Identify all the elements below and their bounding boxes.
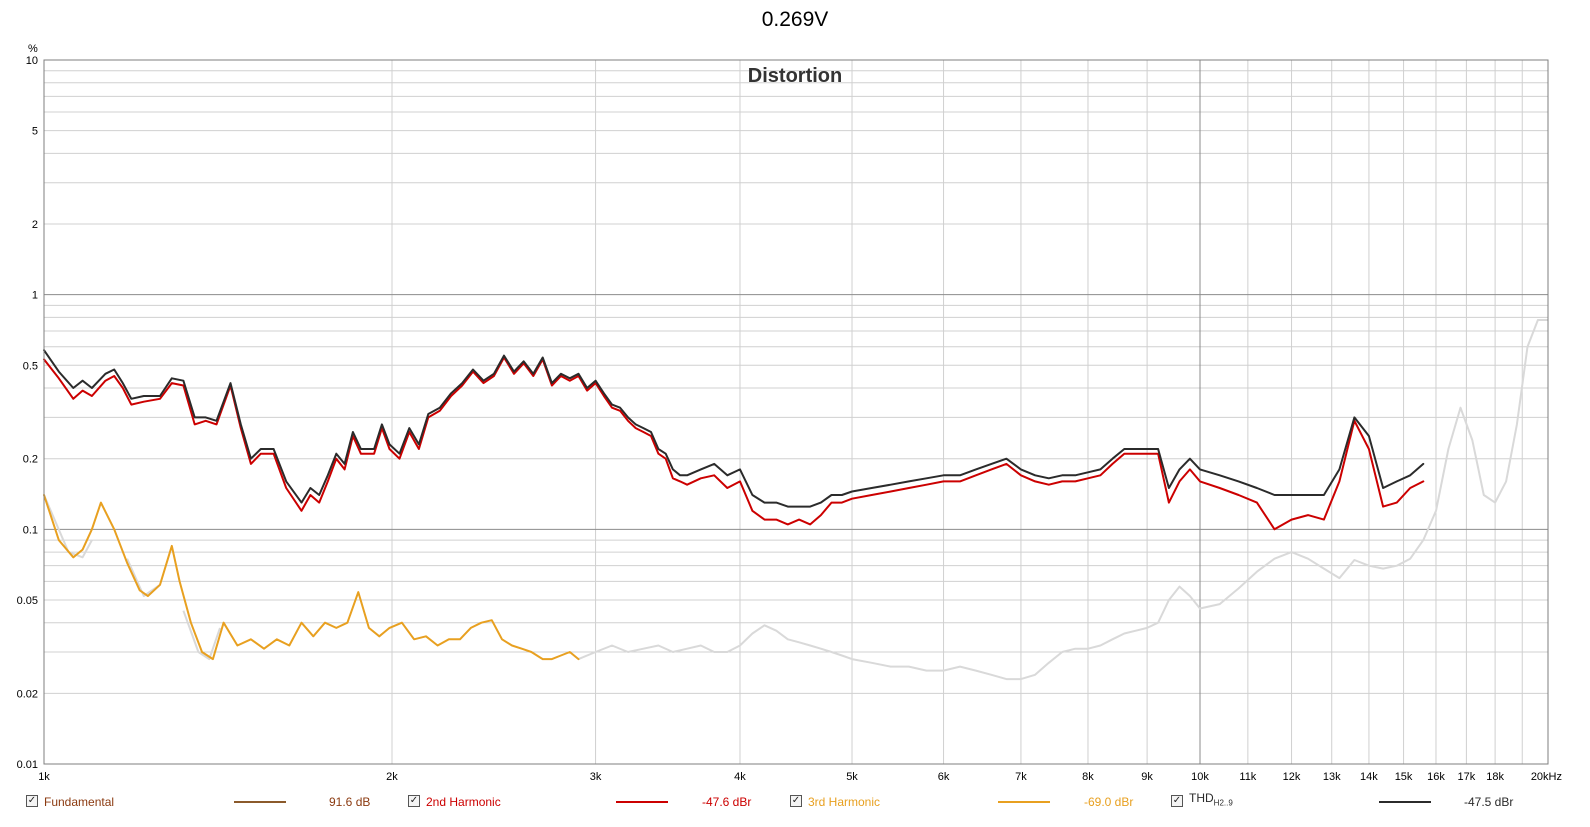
fundamental-checkbox[interactable]: ✓ [26, 795, 38, 807]
thd-checkbox[interactable]: ✓ [1171, 795, 1183, 807]
x-tick-label: 11k [1239, 771, 1256, 783]
x-tick-label: 3k [590, 771, 602, 783]
y-tick-label: 2 [32, 219, 38, 231]
fundamental-swatch [234, 801, 286, 803]
y-tick-label: 10 [26, 55, 38, 67]
minor-gridlines [43, 60, 1549, 764]
thd-swatch [1379, 801, 1431, 803]
x-tick-label: 5k [846, 771, 858, 783]
legend-item-thd[interactable]: ✓ THDH2..9 -47.5 dBr [1164, 791, 1584, 813]
3rd-harmonic-label: 3rd Harmonic [808, 795, 881, 809]
x-tick-label: 13k [1323, 771, 1341, 783]
fundamental-label: Fundamental [44, 795, 115, 809]
legend-item-2nd-harmonic[interactable]: ✓ 2nd Harmonic -47.6 dBr [400, 791, 790, 813]
x-tick-label: 18k [1486, 771, 1504, 783]
below-noise-line [578, 319, 1548, 681]
x-tick-label: 14k [1360, 771, 1378, 783]
2nd-harmonic-checkbox[interactable]: ✓ [408, 795, 420, 807]
3rd-harmonic-swatch [998, 801, 1050, 803]
thd-label-main: THD [1189, 791, 1214, 805]
legend-item-fundamental[interactable]: ✓ Fundamental 91.6 dB [0, 791, 400, 813]
2nd-harmonic-label: 2nd Harmonic [426, 795, 501, 809]
plot-background [44, 60, 1548, 764]
x-tick-label: 7k [1015, 771, 1027, 783]
3rd-harmonic-checkbox[interactable]: ✓ [790, 795, 802, 807]
thd-line [43, 349, 1425, 508]
x-tick-label: 15k [1395, 771, 1413, 783]
y-tick-label: 0.1 [23, 524, 38, 536]
chart-title: Distortion [748, 65, 842, 87]
y-tick-label: 0.5 [23, 360, 38, 372]
y-tick-label: 0.02 [17, 688, 38, 700]
y-tick-label: 1 [32, 290, 38, 302]
x-tick-label: 1k [38, 771, 50, 783]
x-tick-label: 16k [1427, 771, 1445, 783]
legend-item-3rd-harmonic[interactable]: ✓ 3rd Harmonic -69.0 dBr [782, 791, 1172, 813]
x-tick-label: 20kHz [1531, 771, 1562, 783]
x-tick-label: 2k [386, 771, 398, 783]
thd-value: -47.5 dBr [1464, 795, 1514, 809]
x-tick-label: 12k [1283, 771, 1301, 783]
x-tick-label: 9k [1141, 771, 1153, 783]
x-tick-label: 4k [734, 771, 746, 783]
y-tick-label: 0.2 [23, 454, 38, 466]
y-tick-label: 0.05 [17, 595, 38, 607]
y-axis-tick-labels: 10 5 2 1 0.5 0.2 0.1 0.05 0.02 0.01 [17, 55, 38, 771]
plot-frame [43, 59, 1549, 765]
below-noise-line [182, 610, 221, 661]
major-gridlines [44, 60, 1548, 764]
y-axis-unit-label: % [28, 43, 38, 55]
fundamental-value: 91.6 dB [329, 795, 371, 809]
2nd-harmonic-line [43, 356, 1425, 531]
series-layer [43, 349, 1425, 661]
thd-label: THDH2..9 [1189, 791, 1233, 807]
y-tick-label: 0.01 [17, 759, 38, 771]
x-axis-tick-labels: 1k 2k 3k 4k 5k 6k 7k 8k 9k 10k 11k 12k 13k 14k 15k 16k 1… [38, 771, 1562, 783]
y-tick-label: 5 [32, 126, 38, 138]
3rd-harmonic-value: -69.0 dBr [1084, 795, 1134, 809]
thd-label-sub: H2..9 [1213, 798, 1233, 808]
x-tick-label: 6k [938, 771, 950, 783]
2nd-harmonic-swatch [616, 801, 668, 803]
x-tick-label: 10k [1191, 771, 1209, 783]
2nd-harmonic-value: -47.6 dBr [702, 795, 752, 809]
measurement-title: 0.269V [761, 8, 829, 31]
3rd-harmonic-line [43, 494, 580, 661]
x-tick-label: 17k [1458, 771, 1476, 783]
x-tick-label: 8k [1082, 771, 1094, 783]
